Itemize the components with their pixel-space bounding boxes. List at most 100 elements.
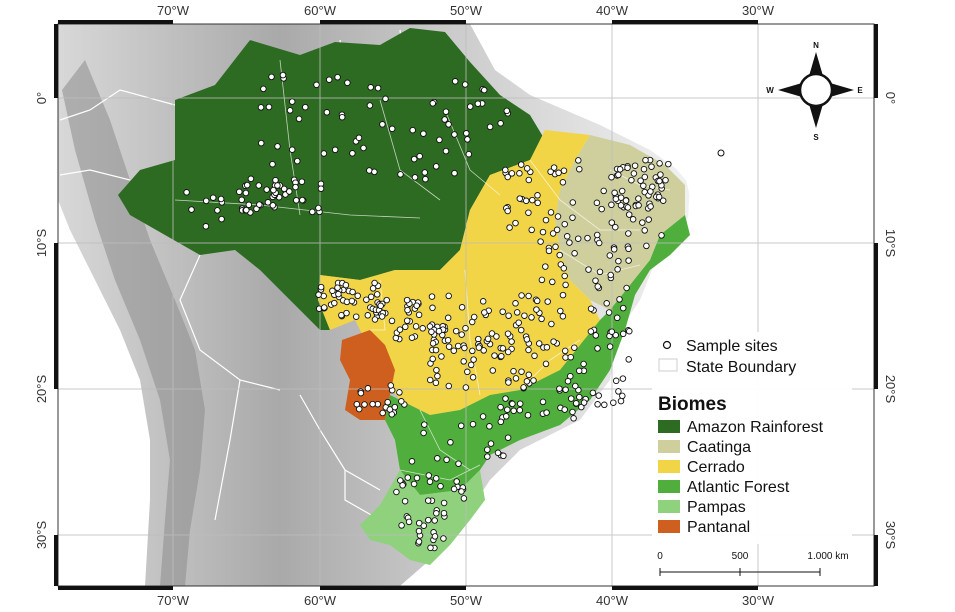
sample-site <box>469 420 477 428</box>
sample-site <box>506 224 513 231</box>
sample-site <box>429 355 436 363</box>
sample-site <box>615 171 622 179</box>
sample-site <box>426 478 434 485</box>
sample-site <box>264 199 272 206</box>
sample-site <box>315 291 322 298</box>
sample-site <box>292 183 299 191</box>
sample-site <box>434 455 441 462</box>
sample-site <box>516 170 523 177</box>
sample-site <box>463 130 470 137</box>
sample-site <box>593 199 601 207</box>
sample-site <box>619 330 627 338</box>
sample-site <box>525 346 532 354</box>
sample-site <box>363 296 370 303</box>
sample-site <box>534 192 541 199</box>
sample-site <box>560 167 568 174</box>
sample-site <box>378 313 386 320</box>
sample-site <box>453 478 460 485</box>
sample-site <box>559 313 567 320</box>
biome-label-1: Caatinga <box>687 439 751 456</box>
sample-site <box>525 292 532 300</box>
sample-site <box>432 475 440 482</box>
sample-site <box>349 150 356 157</box>
sample-site <box>462 324 469 332</box>
sample-site <box>397 171 404 178</box>
sample-site <box>498 352 505 360</box>
sample-site <box>438 353 445 360</box>
sample-site <box>487 440 495 447</box>
sample-site <box>610 399 617 406</box>
sample-site <box>202 223 210 230</box>
lat-tick-right-4: 30°S <box>883 521 898 550</box>
sample-site <box>497 120 504 127</box>
sample-site <box>323 109 331 116</box>
sample-site <box>334 284 341 291</box>
sample-site <box>442 108 450 115</box>
sample-site <box>464 368 471 376</box>
sample-site <box>293 197 300 204</box>
sample-site <box>555 169 562 177</box>
sample-site <box>500 452 507 460</box>
sample-site <box>515 319 522 326</box>
sample-site <box>269 202 277 209</box>
sample-site <box>505 379 512 386</box>
sample-site <box>348 297 356 305</box>
sample-site <box>499 345 507 352</box>
sample-site <box>295 115 303 123</box>
biome-label-0: Amazon Rainforest <box>687 419 824 436</box>
sample-site <box>444 336 452 344</box>
sample-site <box>338 113 346 121</box>
lon-ticks-top: 70°W 60°W 50°W 40°W 30°W <box>157 3 775 18</box>
sample-site <box>595 392 602 399</box>
sample-site <box>516 406 524 414</box>
sample-site <box>458 488 465 495</box>
sample-site <box>508 338 515 345</box>
sample-site <box>576 393 583 401</box>
sample-site <box>623 284 630 292</box>
sample-site <box>635 202 642 209</box>
compass-rose: N S E W <box>766 41 863 142</box>
sample-site <box>656 160 663 167</box>
sample-site <box>593 231 601 239</box>
sample-site <box>279 71 287 79</box>
sample-site <box>548 320 555 328</box>
sample-site <box>572 382 579 390</box>
sample-site <box>480 347 487 354</box>
sample-site <box>567 353 574 361</box>
sample-site <box>580 399 588 406</box>
sample-site <box>447 439 454 446</box>
sample-site <box>257 104 265 111</box>
sample-site <box>474 100 482 107</box>
pampas-biome <box>360 470 485 565</box>
sample-site <box>408 458 416 465</box>
compass-n: N <box>813 41 819 50</box>
sample-site <box>612 377 620 385</box>
sample-site <box>534 199 541 207</box>
sample-site <box>615 257 622 265</box>
sample-site <box>444 314 452 322</box>
sample-site <box>484 335 492 343</box>
sample-site <box>388 125 396 133</box>
compass-arrow-south <box>809 104 823 128</box>
sample-site <box>409 126 416 134</box>
sample-site <box>467 361 475 369</box>
biome-swatch-3 <box>658 480 680 493</box>
sample-site <box>445 343 453 350</box>
sample-site <box>457 422 465 430</box>
lat-tick-right-1: 0° <box>883 92 898 104</box>
sample-site <box>542 263 549 270</box>
sample-site <box>422 175 429 183</box>
sample-site <box>637 177 644 184</box>
sample-site <box>286 107 294 114</box>
sample-site <box>524 411 532 419</box>
sample-site <box>272 176 279 184</box>
sample-site <box>658 232 665 239</box>
sample-site <box>384 398 391 406</box>
sample-site <box>516 195 524 202</box>
sample-site <box>428 328 435 336</box>
sample-site <box>523 336 531 343</box>
sample-site <box>608 201 615 209</box>
sample-site <box>461 344 468 352</box>
sample-site <box>364 385 372 392</box>
sample-site <box>625 245 632 253</box>
